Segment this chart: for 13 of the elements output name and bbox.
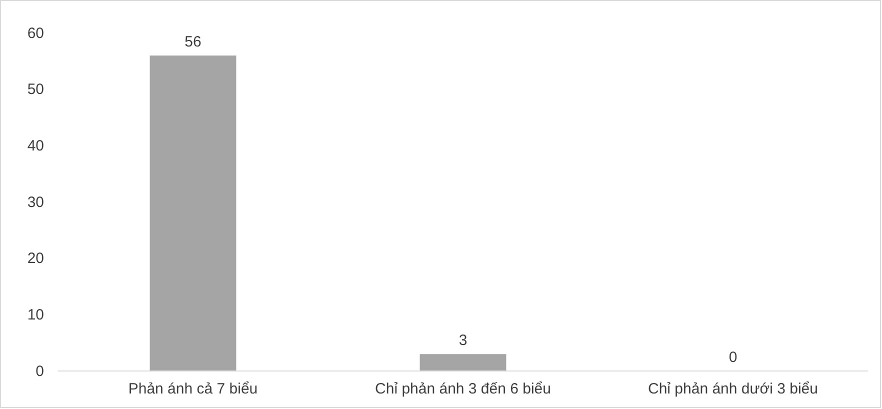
x-tick-label: Chỉ phản ánh dưới 3 biểu — [648, 380, 818, 398]
y-tick-label: 30 — [27, 194, 44, 211]
y-tick-label: 0 — [36, 362, 44, 380]
data-label: 56 — [184, 34, 202, 51]
y-tick-label: 40 — [27, 137, 44, 154]
y-tick-label: 60 — [27, 24, 44, 42]
y-tick-label: 10 — [27, 306, 44, 324]
data-label: 3 — [458, 332, 468, 350]
data-label: 0 — [728, 349, 738, 366]
x-tick-label: Chỉ phản ánh 3 đến 6 biểu — [375, 380, 551, 398]
y-tick-label: 50 — [27, 81, 44, 98]
x-tick-label: Phản ánh cả 7 biểu — [128, 380, 258, 398]
y-tick-label: 20 — [27, 250, 44, 268]
